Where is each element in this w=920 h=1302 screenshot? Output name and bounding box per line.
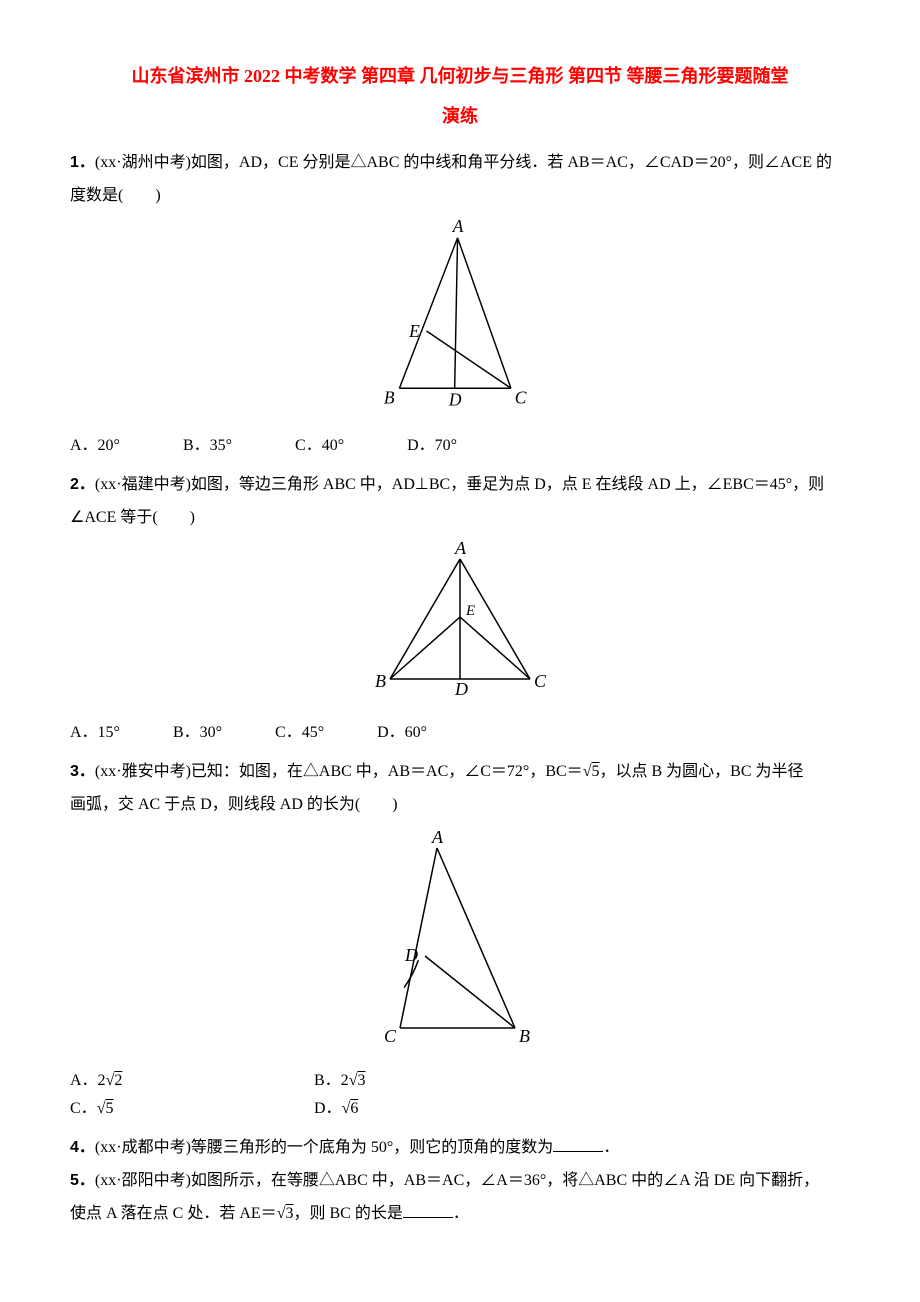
svg-text:A: A — [452, 218, 464, 236]
svg-text:E: E — [408, 321, 420, 341]
q2-options: A．15° B．30° C．45° D．60° — [70, 719, 850, 748]
sqrt-icon: √2 — [106, 1067, 123, 1096]
q1-options: A．20° B．35° C．40° D．70° — [70, 432, 850, 461]
q1-text-a: 如图，AD，CE 分别是△ABC 的中线和角平分线．若 AB＝AC，∠CAD＝2… — [191, 154, 832, 171]
question-4: 4．(xx·成都中考)等腰三角形的一个底角为 50°，则它的顶角的度数为 ． — [70, 1134, 850, 1163]
sqrt-icon: √3 — [349, 1067, 366, 1096]
q3-optB-sqrt: 3 — [357, 1067, 365, 1096]
svg-text:E: E — [465, 603, 475, 619]
q4-number: 4． — [70, 1139, 95, 1156]
q1-number: 1． — [70, 154, 95, 171]
q5-line2: 使点 A 落在点 C 处．若 AE＝√3，则 BC 的长是 ． — [70, 1200, 850, 1229]
q4-text: 等腰三角形的一个底角为 50°，则它的顶角的度数为 — [191, 1139, 553, 1156]
q2-optA: A．15° — [70, 719, 120, 748]
q3-optA-sqrt: 2 — [114, 1067, 122, 1096]
q3-number: 3． — [70, 763, 95, 780]
svg-text:C: C — [384, 1026, 397, 1046]
svg-text:A: A — [454, 541, 467, 558]
q5-suffix: ． — [453, 1205, 469, 1222]
svg-text:B: B — [384, 388, 395, 408]
svg-text:D: D — [404, 945, 418, 965]
q2-optD: D．60° — [377, 719, 427, 748]
svg-text:D: D — [448, 390, 462, 410]
q3-optD-pre: D． — [314, 1095, 342, 1124]
question-1: 1．(xx·湖州中考)如图，AD，CE 分别是△ABC 的中线和角平分线．若 A… — [70, 149, 850, 178]
question-3: 3．(xx·雅安中考)已知：如图，在△ABC 中，AB＝AC，∠C＝72°，BC… — [70, 758, 850, 787]
title-line-2: 演练 — [70, 100, 850, 132]
q3-optC-pre: C． — [70, 1095, 97, 1124]
blank-fill[interactable] — [403, 1201, 453, 1218]
q3-text-a: 已知：如图，在△ABC 中，AB＝AC，∠C＝72°，BC＝ — [191, 763, 583, 780]
q2-optB: B．30° — [173, 719, 222, 748]
sqrt-icon: √6 — [342, 1095, 359, 1124]
q5-text-b2: ，则 BC 的长是 — [293, 1205, 402, 1222]
sqrt-icon: √3 — [277, 1205, 294, 1222]
q3-optD-sqrt: 6 — [350, 1095, 358, 1124]
q3-source: (xx·雅安中考) — [95, 763, 191, 780]
q3-text-b: 画弧，交 AC 于点 D，则线段 AD 的长为( ) — [70, 791, 850, 820]
q1-text-b: 度数是( ) — [70, 182, 850, 211]
svg-text:B: B — [519, 1026, 530, 1046]
q5-text-b: 使点 A 落在点 C 处．若 AE＝ — [70, 1205, 277, 1222]
q2-source: (xx·福建中考) — [95, 476, 191, 493]
q2-figure: A B C D E — [70, 541, 850, 712]
q1-optD: D．70° — [407, 432, 457, 461]
title-line-1: 山东省滨州市 2022 中考数学 第四章 几何初步与三角形 第四节 等腰三角形要… — [70, 60, 850, 92]
question-5: 5．(xx·邵阳中考)如图所示，在等腰△ABC 中，AB＝AC，∠A＝36°，将… — [70, 1167, 850, 1196]
q2-text-b: ∠ACE 等于( ) — [70, 504, 850, 533]
q1-figure: A B C D E — [70, 218, 850, 424]
question-2: 2．(xx·福建中考)如图，等边三角形 ABC 中，AD⊥BC，垂足为点 D，点… — [70, 471, 850, 500]
blank-fill[interactable] — [553, 1135, 603, 1152]
q1-optB: B．35° — [183, 432, 232, 461]
q3-optD: D．√6 — [314, 1095, 358, 1124]
q5-text-a: 如图所示，在等腰△ABC 中，AB＝AC，∠A＝36°，将△ABC 中的∠A 沿… — [191, 1172, 819, 1189]
svg-text:C: C — [534, 671, 547, 691]
sqrt-icon: √5 — [97, 1095, 114, 1124]
q3-optC-sqrt: 5 — [105, 1095, 113, 1124]
sqrt-icon: √5 — [583, 763, 600, 780]
q4-suffix: ． — [603, 1139, 619, 1156]
svg-text:B: B — [375, 671, 386, 691]
q3-figure: A B C D — [70, 828, 850, 1059]
q1-source: (xx·湖州中考) — [95, 154, 191, 171]
q3-optC: C．√5 — [70, 1095, 310, 1124]
svg-text:A: A — [431, 828, 444, 847]
q3-optB-pre: B．2 — [314, 1067, 349, 1096]
q3-text-a2: ，以点 B 为圆心，BC 为半径 — [599, 763, 803, 780]
svg-text:C: C — [515, 388, 527, 408]
q1-optA: A．20° — [70, 432, 120, 461]
q3-optA: A．2√2 — [70, 1067, 310, 1096]
q5-source: (xx·邵阳中考) — [95, 1172, 191, 1189]
q5-number: 5． — [70, 1172, 95, 1189]
q1-optC: C．40° — [295, 432, 344, 461]
q4-source: (xx·成都中考) — [95, 1139, 191, 1156]
q3-optA-pre: A．2 — [70, 1067, 106, 1096]
q2-number: 2． — [70, 476, 95, 493]
q3-options: A．2√2 B．2√3 C．√5 D．√6 — [70, 1067, 850, 1125]
q2-optC: C．45° — [275, 719, 324, 748]
svg-text:D: D — [454, 679, 468, 699]
q2-text-a: 如图，等边三角形 ABC 中，AD⊥BC，垂足为点 D，点 E 在线段 AD 上… — [191, 476, 824, 493]
q3-optB: B．2√3 — [314, 1067, 365, 1096]
